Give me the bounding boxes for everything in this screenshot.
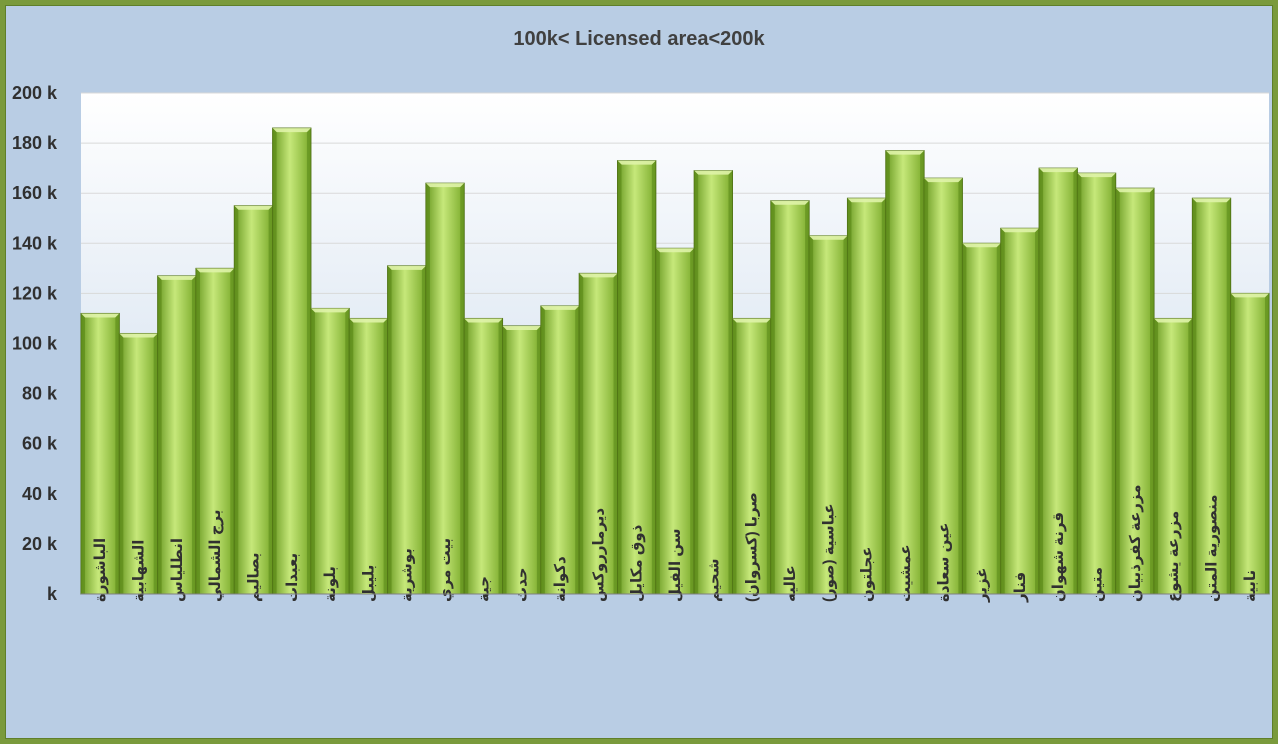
x-tick-label: ديرمارروكس [590,508,607,602]
x-tick-label: عمشيت [897,544,914,602]
bar [195,267,235,595]
y-tick-label: 180 k [12,133,58,153]
bar [233,205,274,595]
x-tick-label: بعبدات [284,553,301,602]
bar [387,265,427,595]
x-tick-label: منصورية المتن [1204,494,1221,602]
x-tick-label: بوشرية [399,548,416,602]
x-axis-ticks: الباشورة الشهابية انطلياس برج الشمالي بصاليم… [92,484,1259,603]
bar [540,305,580,595]
y-tick-label: 100 k [12,334,58,354]
x-tick-label: بصاليم [245,552,262,602]
y-tick-label: 60 k [22,434,58,454]
x-tick-label: دكوانة [552,556,569,602]
bar [502,325,542,595]
bar [1230,292,1270,595]
bar [885,150,925,595]
y-tick-label: 20 k [22,534,58,554]
x-tick-label: عين سعادة [935,523,952,602]
y-axis-ticks: k 20 k 40 k 60 k 80 k 100 k 120 k 140 k 160 k 180… [12,83,58,604]
bar [1153,317,1193,595]
x-tick-label: الشهابية [130,540,147,602]
x-tick-label: فنار [1012,572,1029,603]
bar [655,247,695,595]
x-tick-label: بلونة [322,566,339,602]
bar-chart: 100k< Licensed area<200k k 20 k 40 k 60 k 80… [12,28,1270,604]
bar [808,235,848,595]
y-tick-label: 80 k [22,384,58,404]
x-tick-label: مزرعة كفرذبيان [1127,484,1144,602]
x-tick-label: جية [475,576,492,602]
x-tick-label: غزير [974,567,991,603]
bar [923,177,963,595]
chart-title: 100k< Licensed area<200k [513,28,765,50]
x-tick-label: برج الشمالي [207,510,224,602]
bars [80,127,1270,595]
x-tick-label: شحيم [705,559,722,602]
chart-frame: 100k< Licensed area<200k k 20 k 40 k 60 k 80… [5,5,1273,739]
x-tick-label: بليبل [360,565,377,602]
bar [1191,197,1232,595]
y-tick-label: 40 k [22,484,58,504]
bar [348,317,389,595]
x-tick-label: صربا (كسروان) [744,492,761,602]
y-tick-label: 140 k [12,233,58,253]
bar [1076,172,1117,595]
bar [846,197,887,595]
x-tick-label: قرنة شهوان [1050,512,1067,602]
x-tick-label: عباسية (صور) [820,503,837,602]
x-tick-label: مزرعة يشوع [1165,511,1182,602]
bar [272,127,312,595]
bar [425,182,465,595]
x-tick-label: الباشورة [92,538,109,602]
x-tick-label: متين [1089,567,1106,602]
y-tick-label: 200 k [12,83,58,103]
bar [1038,167,1078,595]
y-tick-label: 160 k [12,183,58,203]
bar [693,170,733,595]
x-tick-label: ذوق مكايل [629,524,646,602]
bar [731,317,772,595]
y-tick-label: k [47,584,58,604]
x-tick-label: بيت مري [437,538,455,602]
bar [118,332,159,595]
bar [157,275,197,595]
x-tick-label: عجلتون [859,546,876,602]
bar [1115,187,1155,595]
x-tick-label: انطلياس [169,538,186,602]
x-tick-label: نابية [1242,570,1259,602]
y-tick-label: 120 k [12,283,58,303]
x-tick-label: حدث [514,567,531,602]
x-tick-label: سن الفيل [667,529,684,603]
bar [80,312,120,595]
bar [770,200,810,595]
bar [463,317,504,595]
bar [961,242,1002,595]
bar [310,307,350,595]
x-tick-label: عاليه [782,565,799,602]
bar [1000,227,1040,595]
